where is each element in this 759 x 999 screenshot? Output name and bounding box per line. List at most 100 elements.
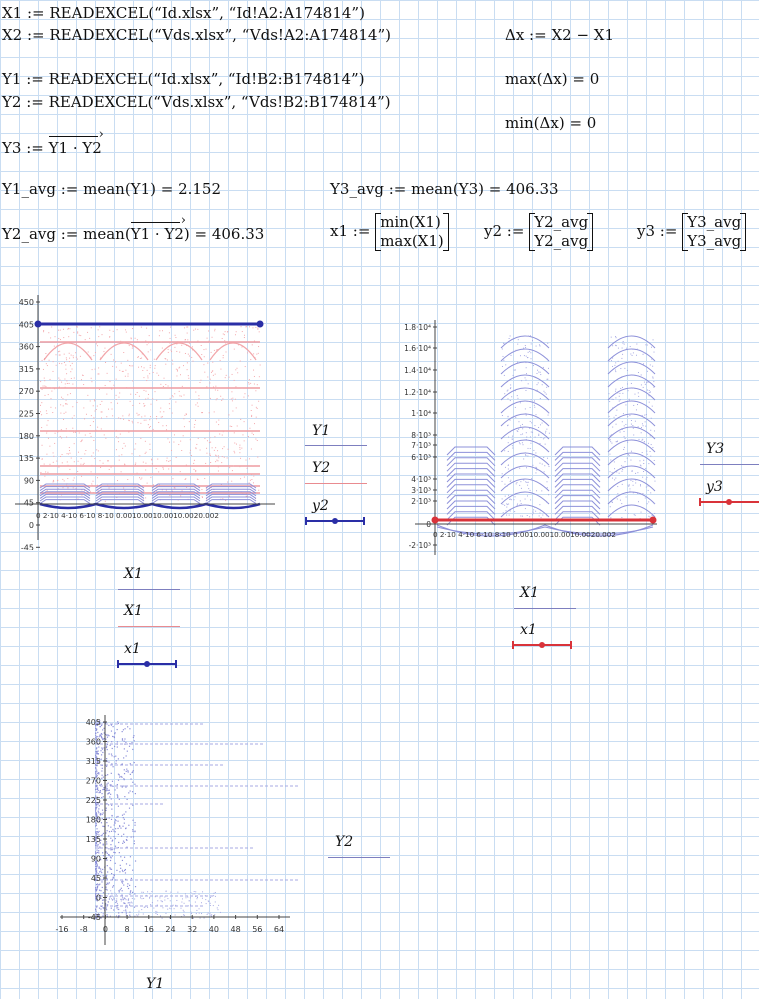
y1-definition[interactable]: Y1 := READEXCEL(“Id.xlsx”, “Id!B2:B17481… [2,70,365,88]
plot1-y2-point [73,331,75,333]
y2-definition[interactable]: Y2 := READEXCEL(“Vds.xlsx”, “Vds!B2:B174… [2,93,391,111]
plot2-y3-point [520,487,522,489]
plot3-point [105,774,107,777]
plot3-point [132,830,134,832]
plot1-y2-point [210,441,212,443]
x2-definition[interactable]: X2 := READEXCEL(“Vds.xlsx”, “Vds!A2:A174… [2,26,391,44]
delta-x-definition[interactable]: Δx := X2 − X1 [505,26,614,44]
plot1-y2-point [82,375,84,377]
plot2-legend-x1[interactable]: X1 [520,585,539,601]
plot3-point [122,870,124,873]
plot3-point [95,868,98,870]
plot3-point [129,728,131,730]
plot2-y3-point [524,454,526,456]
plot3-point [97,845,99,847]
plot3-point [102,832,105,835]
plot2-legend-y3[interactable]: Y3 [706,441,725,457]
plot3-point [110,898,112,900]
plot3-point [95,725,97,727]
plot1-y2-point [169,397,171,399]
plot2-legend-x1-vec[interactable]: x1 [520,622,537,638]
plot2-y3-point [636,348,638,350]
plot1-legend-x1-a[interactable]: X1 [124,566,143,582]
plot3-point [128,898,130,900]
y3-avg-definition[interactable]: Y3_avg := mean(Y3) = 406.33 [330,180,559,198]
plot3-legend-y1[interactable]: Y1 [146,976,165,992]
plot2-y3-point [648,401,650,403]
plot3-y-tick-label: 225 [86,796,101,805]
plot3-point [126,798,128,801]
min-delta-x[interactable]: min(Δx) = 0 [505,114,597,132]
plot1-y2-point [194,423,196,425]
plot2-y3-vs-x[interactable]: 1.8·10⁴1.6·10⁴1.4·10⁴1.2·10⁴1·10⁴8·10³7·… [395,315,675,560]
plot2-y3-point [514,390,516,392]
plot3-point [175,904,177,906]
plot1-y2-point [214,330,216,332]
plot1-y-tick-label: 0 [29,521,34,530]
plot2-y3-point [535,472,537,474]
plot1-y2-point [174,346,176,348]
plot1-legend-x1-b[interactable]: X1 [124,603,143,619]
plot1-y2-point [49,445,51,447]
plot1-y2-point [191,356,193,358]
y3-definition[interactable]: Y3 := Y1 · Y2 [2,126,104,157]
plot1-y2-point [245,326,247,328]
plot1-y2-point [59,339,61,341]
plot2-y3-step [446,473,496,483]
plot2-y3-point [545,430,547,432]
plot3-point [118,890,120,892]
plot3-point [102,796,104,798]
plot3-point [104,721,107,724]
plot1-y2-point [104,384,106,386]
plot1-legend-y2-avg[interactable]: y2 [312,498,329,514]
plot2-y3-point [627,416,629,418]
plot1-y2-point [136,472,138,474]
plot1-y2-point [256,407,258,409]
plot2-y3-point [641,423,643,425]
plot1-y2-point [91,484,93,486]
plot1-legend-y2[interactable]: Y2 [312,460,331,476]
plot2-y3-point [535,466,537,468]
plot1-y2-point [40,381,42,383]
plot1-y2-point [185,478,187,480]
plot2-y3-point [610,517,612,519]
x1-vector-definition[interactable]: x1 := min(X1) max(X1) [330,213,449,251]
plot1-y2-point [222,398,224,400]
plot1-y2-point [122,370,124,372]
plot3-point [100,724,103,727]
plot3-point [97,873,100,875]
x1-definition[interactable]: X1 := READEXCEL(“Id.xlsx”, “Id!A2:A17481… [2,4,365,22]
plot2-y3-point [527,455,529,457]
plot1-y2-point [77,465,79,467]
max-delta-x[interactable]: max(Δx) = 0 [505,70,600,88]
plot2-y3-point [623,430,625,432]
plot3-point [95,739,97,741]
plot2-y3-point [618,395,620,397]
plot1-y2-point [147,393,149,395]
plot2-legend-y3-avg[interactable]: y3 [706,479,723,495]
y3-vector-definition[interactable]: y3 := Y3_avg Y3_avg [637,213,747,251]
plot1-legend-y1[interactable]: Y1 [312,423,331,439]
plot3-legend-y2[interactable]: Y2 [335,834,354,850]
y2-vector-definition[interactable]: y2 := Y2_avg Y2_avg [484,213,594,251]
plot1-y2-point [176,343,178,345]
plot1-y2-point [249,458,251,460]
plot3-y-tick-label: 270 [86,777,101,786]
plot2-y3-point [519,402,521,404]
y1-avg-definition[interactable]: Y1_avg := mean(Y1) = 2.152 [2,180,222,198]
plot1-y2-point [116,329,118,331]
plot2-y3-point [614,369,616,371]
plot2-y3-point [541,463,543,465]
plot1-y2-point [46,489,48,491]
plot3-point [122,817,124,819]
plot3-point [121,739,124,741]
plot1-y2-point [193,462,195,464]
plot1-y2-point [223,446,225,448]
plot2-y3-point [516,395,518,397]
plot1-y2-point [132,365,134,367]
plot1-legend-x1-vec[interactable]: x1 [124,641,141,657]
y2-avg-definition[interactable]: Y2_avg := mean(Y1 · Y2) = 406.33 [2,212,264,243]
plot1-y2-point [217,349,219,351]
